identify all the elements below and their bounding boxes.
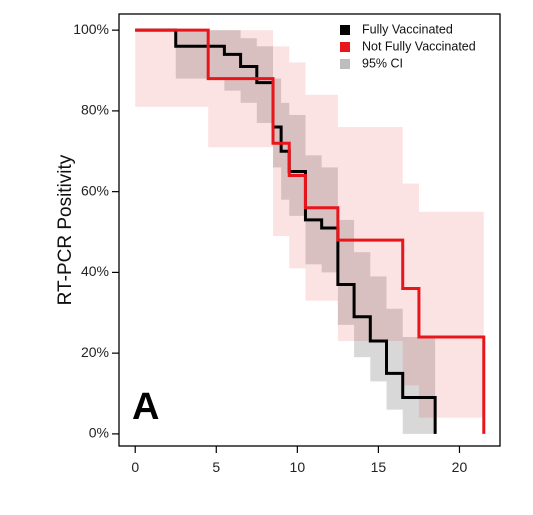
ci-band-not-fully-vaccinated (305, 94, 338, 301)
ci-band-fully-vaccinated (337, 219, 355, 325)
axis-layer: 0% 20% 40% 60% 80% 100% 0 5 10 15 20 (73, 21, 467, 475)
y-axis-title: RT-PCR Positivity (55, 154, 76, 305)
y-tick-label: 20% (81, 344, 109, 360)
ci-band-fully-vaccinated (289, 114, 306, 216)
ci-band-not-fully-vaccinated (135, 30, 209, 107)
ci-band-fully-vaccinated (240, 38, 257, 103)
plot-frame (118, 13, 501, 447)
ci-band-fully-vaccinated (175, 30, 225, 79)
ci-band-fully-vaccinated (354, 252, 371, 358)
ci-band-not-fully-vaccinated (402, 183, 419, 386)
legend: Fully Vaccinated Not Fully Vaccinated 95% … (340, 22, 476, 70)
ci-band-fully-vaccinated (386, 308, 403, 410)
series-line-layer (135, 28, 486, 434)
y-tick-label: 100% (73, 21, 109, 37)
ci-band-fully-vaccinated (305, 155, 322, 265)
x-tick-label: 5 (212, 459, 220, 475)
ci-band-not-fully-vaccinated (337, 127, 403, 342)
y-tick-label: 60% (81, 182, 109, 198)
ci-band-fully-vaccinated (321, 167, 338, 273)
ci-band-fully-vaccinated (256, 46, 274, 124)
ci-band-not-fully-vaccinated (208, 30, 274, 148)
ci-band-fully-vaccinated (402, 336, 436, 434)
y-tick-label: 40% (81, 263, 109, 279)
ci-band-not-fully-vaccinated (289, 62, 306, 269)
x-tick-label: 0 (131, 459, 139, 475)
x-tick-label: 10 (290, 459, 306, 475)
legend-label: Not Fully Vaccinated (362, 39, 476, 53)
legend-label: 95% CI (362, 56, 403, 70)
x-tick-label: 15 (371, 459, 387, 475)
legend-label: Fully Vaccinated (362, 22, 453, 36)
y-tick-label: 80% (81, 102, 109, 118)
legend-swatch (340, 59, 350, 69)
confidence-band-layer (135, 30, 484, 434)
legend-swatch (340, 25, 350, 35)
panel-label: A (132, 386, 159, 428)
ci-band-fully-vaccinated (224, 30, 241, 91)
series-line-not-fully-vaccinated (135, 28, 486, 434)
ci-band-fully-vaccinated (370, 276, 387, 382)
ci-band-fully-vaccinated (273, 78, 282, 168)
ci-band-not-fully-vaccinated (418, 211, 484, 418)
series-line-fully-vaccinated (135, 28, 437, 434)
x-tick-label: 20 (452, 459, 468, 475)
y-tick-label: 0% (89, 425, 109, 441)
legend-swatch (340, 42, 350, 52)
